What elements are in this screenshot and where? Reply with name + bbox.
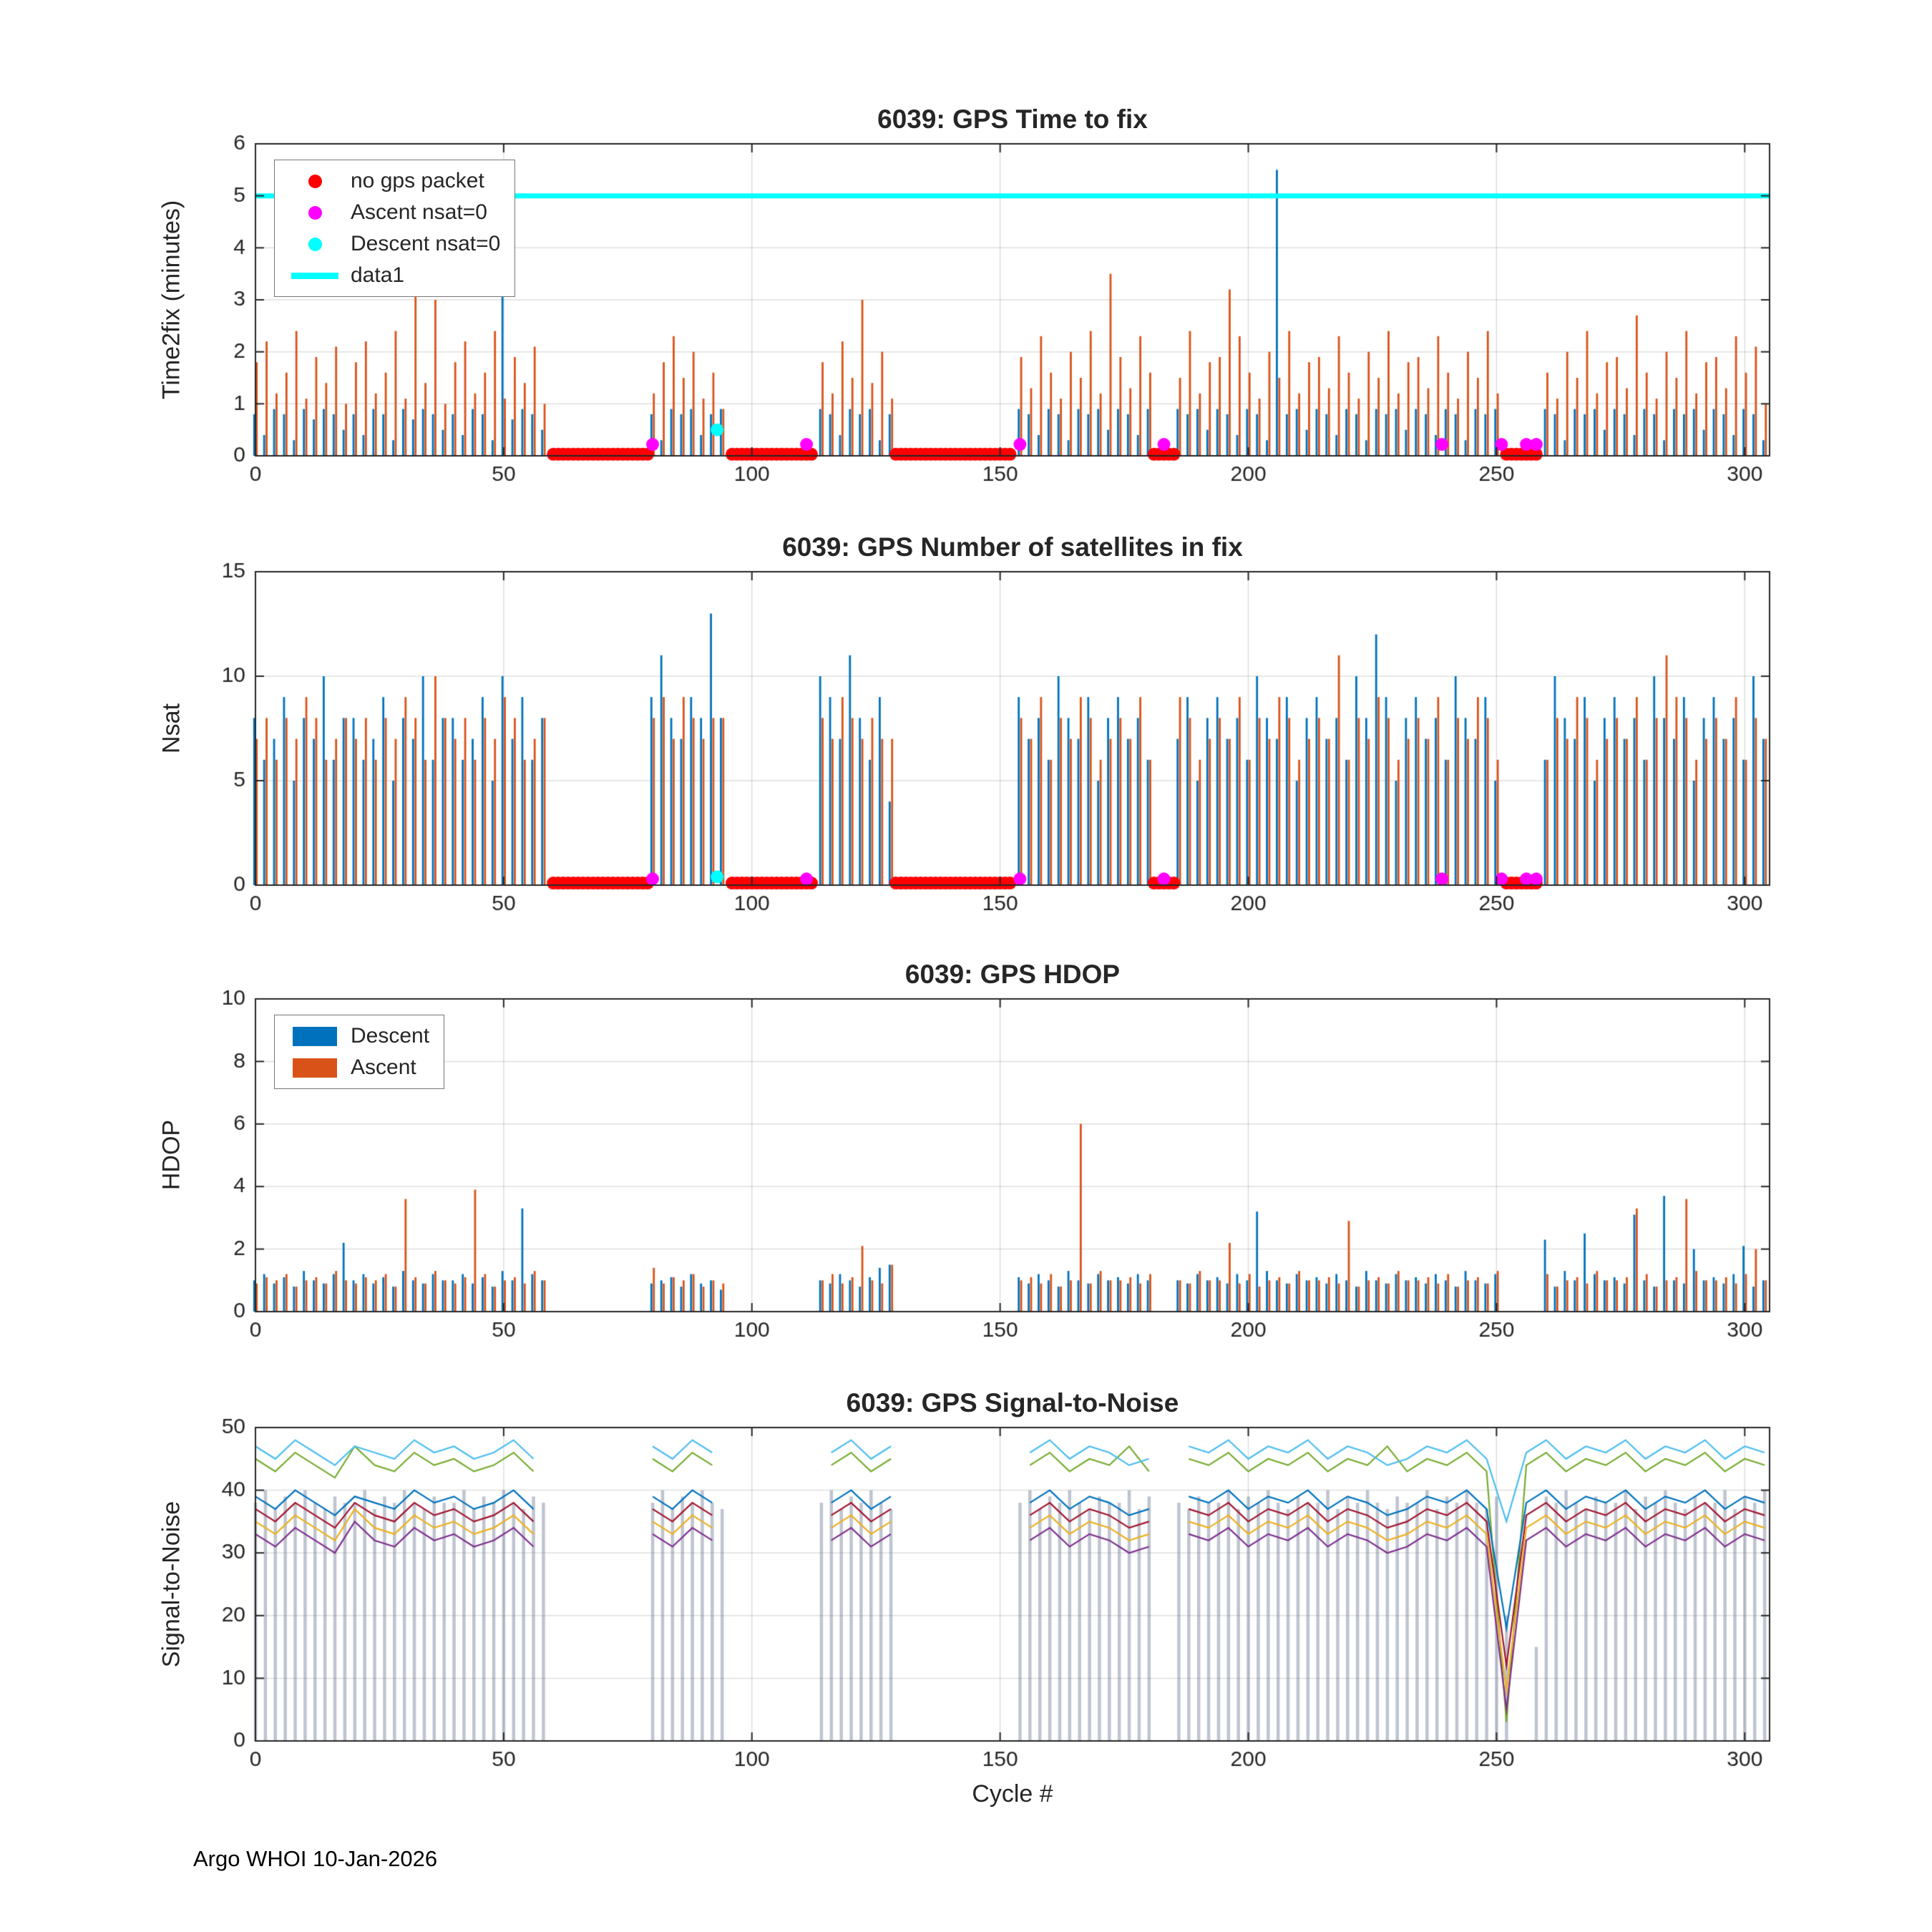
panel-time2fix-ylabel: Time2fix (minutes): [157, 200, 185, 400]
panel-hdop-title: 6039: GPS HDOP: [904, 960, 1121, 989]
ascent-patch-icon: [293, 1058, 337, 1078]
time2fix-legend: no gps packet Ascent nsat=0 Descent nsat…: [274, 160, 516, 297]
legend-label: no gps packet: [351, 169, 484, 192]
legend-label: Ascent nsat=0: [351, 200, 487, 224]
legend-item-ascent: Ascent: [289, 1055, 429, 1080]
descent-nsat0-marker-icon: [308, 237, 322, 251]
descent-patch-icon: [293, 1026, 337, 1046]
hdop-legend: Descent Ascent: [274, 1015, 445, 1089]
panel-hdop-ylabel: HDOP: [157, 1119, 185, 1191]
footer-text: Argo WHOI 10-Jan-2026: [193, 1846, 438, 1871]
legend-label: Ascent: [351, 1055, 416, 1079]
ascent-nsat0-marker-icon: [308, 205, 322, 220]
legend-label: Descent: [351, 1024, 430, 1048]
panel-snr-title: 6039: GPS Signal-to-Noise: [846, 1388, 1179, 1418]
data1-line-icon: [291, 272, 338, 279]
legend-label: Descent nsat=0: [351, 232, 501, 255]
legend-item-data1: data1: [289, 263, 500, 288]
legend-item-no-gps-packet: no gps packet: [289, 169, 500, 193]
legend-item-descent: Descent: [289, 1024, 429, 1048]
no-gps-packet-marker-icon: [308, 174, 322, 188]
panel-time2fix-title: 6039: GPS Time to fix: [877, 104, 1148, 134]
x-axis-label: Cycle #: [972, 1780, 1053, 1807]
legend-label: data1: [351, 263, 405, 287]
panel-snr-ylabel: Signal-to-Noise: [157, 1501, 185, 1668]
legend-item-descent-nsat0: Descent nsat=0: [289, 232, 500, 256]
panel-nsat-ylabel: Nsat: [157, 703, 185, 753]
legend-item-ascent-nsat0: Ascent nsat=0: [289, 200, 500, 225]
panel-nsat-title: 6039: GPS Number of satellites in fix: [782, 532, 1243, 562]
